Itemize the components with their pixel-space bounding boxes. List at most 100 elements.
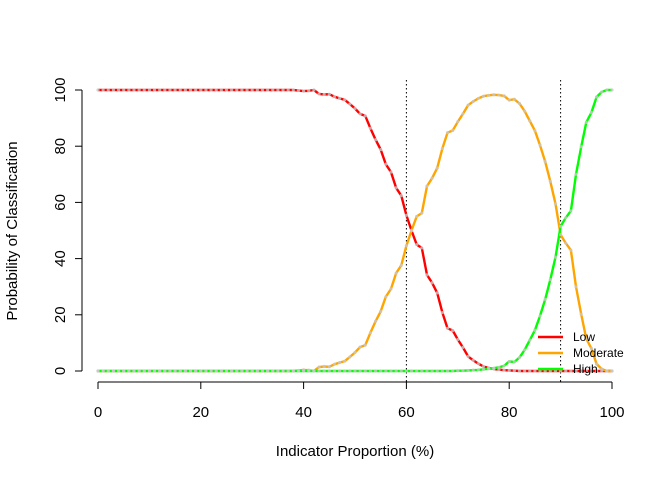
point-high (147, 369, 151, 373)
y-tick-label: 20 (52, 306, 69, 323)
reference-lines (405, 80, 562, 382)
point-moderate (379, 309, 383, 314)
point-high (497, 365, 501, 369)
point-high (507, 359, 511, 364)
point-low (358, 112, 362, 116)
point-high (173, 369, 177, 373)
point-high (579, 145, 583, 149)
point-high (487, 367, 491, 371)
point-moderate (409, 228, 414, 233)
point-high (605, 88, 609, 92)
point-high (332, 369, 337, 373)
point-moderate (332, 362, 337, 366)
point-low (353, 106, 357, 111)
y-tick-label: 0 (52, 367, 69, 375)
point-moderate (348, 355, 352, 359)
point-high (564, 216, 568, 220)
point-low (255, 88, 259, 92)
point-high (271, 369, 275, 373)
point-moderate (605, 369, 609, 373)
y-tick-label: 80 (52, 138, 69, 155)
point-high (307, 369, 311, 373)
point-low (579, 369, 583, 373)
point-high (322, 369, 326, 373)
point-high (209, 369, 213, 373)
point-low (466, 354, 470, 358)
point-low (235, 88, 239, 92)
point-low (553, 369, 558, 373)
point-low (260, 88, 265, 92)
point-high (312, 369, 316, 373)
point-moderate (594, 362, 599, 366)
point-high (363, 369, 367, 373)
point-low (106, 88, 110, 92)
point-high (235, 369, 239, 373)
legend-label-low: Low (573, 330, 595, 344)
point-moderate (533, 129, 537, 133)
point-low (111, 88, 116, 92)
legend-label-moderate: Moderate (573, 346, 624, 360)
point-moderate (569, 248, 573, 252)
point-moderate (389, 287, 393, 291)
point-high (471, 368, 475, 372)
point-high (266, 369, 270, 373)
point-moderate (368, 331, 373, 335)
point-high (199, 369, 203, 373)
point-moderate (435, 166, 439, 170)
point-moderate (322, 364, 326, 369)
point-high (523, 348, 527, 352)
point-high (445, 369, 450, 373)
point-low (250, 88, 254, 92)
point-high (348, 369, 352, 373)
point-low (425, 273, 429, 277)
point-low (173, 88, 177, 92)
point-high (337, 369, 342, 373)
point-high (127, 369, 131, 373)
point-low (122, 88, 126, 92)
y-tick-label: 100 (52, 77, 69, 102)
point-low (291, 88, 295, 92)
point-low (451, 328, 455, 333)
point-low (224, 88, 229, 92)
point-high (183, 369, 187, 373)
point-moderate (564, 241, 568, 245)
point-high (409, 369, 414, 373)
point-moderate (384, 295, 388, 299)
point-low (476, 362, 480, 366)
point-high (594, 95, 599, 99)
legend: Low Moderate High (538, 330, 624, 376)
point-moderate (507, 98, 511, 102)
point-moderate (512, 97, 516, 101)
point-low (415, 242, 419, 247)
point-high (574, 172, 578, 176)
point-low (101, 88, 105, 92)
point-low (337, 96, 342, 101)
point-high (559, 224, 563, 228)
point-high (440, 369, 444, 373)
point-moderate (528, 119, 532, 123)
point-moderate (353, 350, 357, 355)
point-moderate (600, 367, 604, 371)
point-high (425, 369, 429, 373)
point-low (471, 358, 475, 362)
point-high (543, 297, 547, 301)
point-low (266, 88, 270, 92)
point-high (476, 368, 480, 372)
point-low (296, 88, 301, 93)
point-low (219, 88, 223, 92)
point-moderate (589, 346, 594, 351)
point-low (574, 369, 578, 373)
legend-label-high: High (573, 362, 598, 376)
point-high (379, 369, 383, 373)
point-low (564, 369, 568, 373)
point-high (384, 369, 388, 373)
point-high (481, 367, 486, 371)
point-moderate (425, 184, 429, 188)
point-low (194, 88, 198, 92)
point-high (291, 369, 295, 373)
point-high (111, 369, 116, 373)
x-tick-label: 100 (599, 404, 624, 421)
point-high (373, 369, 378, 373)
point-low (399, 194, 403, 198)
point-high (276, 369, 280, 373)
